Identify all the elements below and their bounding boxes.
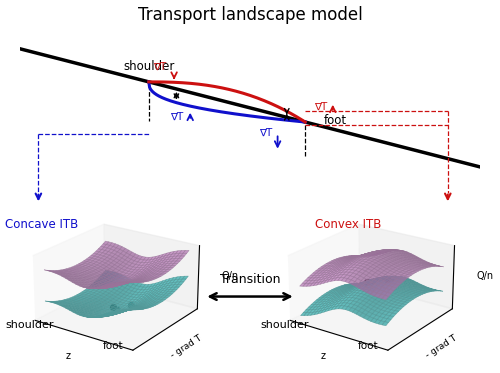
Text: Transition: Transition (220, 273, 280, 286)
X-axis label: z: z (320, 351, 326, 361)
Text: $\nabla$T: $\nabla$T (259, 126, 274, 138)
Text: $\nabla$T: $\nabla$T (170, 110, 185, 122)
Y-axis label: - grad T: - grad T (424, 334, 459, 360)
Text: $\nabla$T: $\nabla$T (154, 60, 168, 72)
Y-axis label: - grad T: - grad T (170, 334, 204, 360)
Text: foot: foot (324, 114, 346, 127)
Text: $\nabla$T: $\nabla$T (314, 101, 330, 112)
Text: Concave ITB: Concave ITB (5, 217, 78, 231)
Text: shoulder: shoulder (260, 320, 308, 330)
Text: shoulder: shoulder (123, 60, 174, 72)
Text: Convex ITB: Convex ITB (315, 217, 382, 231)
Text: shoulder: shoulder (5, 320, 54, 330)
X-axis label: z: z (66, 351, 70, 361)
Text: Transport landscape model: Transport landscape model (138, 6, 362, 24)
